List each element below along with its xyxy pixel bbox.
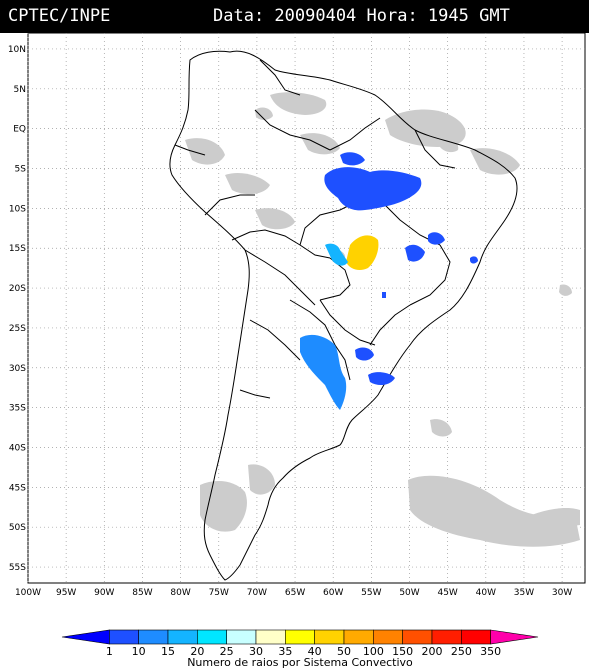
- legend-swatch: [402, 629, 433, 645]
- legend-colorbar: [61, 629, 539, 645]
- convective-systems: [300, 152, 478, 410]
- legend-swatch: [285, 629, 315, 645]
- lat-tick-label: 5S: [15, 165, 27, 175]
- lat-tick-label: 50S: [9, 523, 26, 533]
- lon-tick-label: 90W: [94, 588, 114, 598]
- legend-swatch: [343, 629, 374, 645]
- lat-tick-label: 30S: [9, 364, 26, 374]
- lon-tick-label: 50W: [399, 588, 419, 598]
- lon-tick-label: 40W: [476, 588, 496, 598]
- lat-tick-label: 5N: [14, 85, 26, 95]
- legend-swatch: [461, 629, 491, 645]
- map-canvas: 10N5NEQ5S10S15S20S25S30S35S40S45S50S55S …: [8, 32, 586, 598]
- legend-value-label: 250: [451, 645, 472, 658]
- legend-swatch: [314, 629, 345, 645]
- legend-swatch: [138, 629, 169, 645]
- convective-cell: [340, 152, 365, 166]
- source-label: CPTEC/INPE: [8, 6, 111, 26]
- legend-value-label: 350: [480, 645, 501, 658]
- lon-tick-label: 70W: [247, 588, 267, 598]
- convective-cell: [355, 347, 374, 361]
- lon-tick-label: 100W: [15, 588, 41, 598]
- legend-swatch: [226, 629, 257, 645]
- lat-tick-label: 55S: [9, 563, 26, 573]
- legend-value-label: 1: [106, 645, 113, 658]
- lon-tick-label: 55W: [361, 588, 381, 598]
- legend-value-label: 35: [278, 645, 292, 658]
- lat-tick-label: EQ: [13, 125, 26, 135]
- legend-value-label: 100: [363, 645, 384, 658]
- legend-value-label: 15: [161, 645, 175, 658]
- legend-value-label: 25: [220, 645, 234, 658]
- longitude-axis: 100W 95W 90W 85W 80W 75W 70W 65W 60W 55W 50W 45W 40W…: [15, 588, 572, 598]
- legend-value-label: 150: [392, 645, 413, 658]
- cloud-cover: [185, 92, 580, 547]
- legend-labels: 1 10 15 20 25 30 35 40 50 100 150 200 250 350: [106, 645, 501, 658]
- lat-tick-label: 35S: [9, 404, 26, 414]
- legend-swatch: [197, 629, 227, 645]
- convective-cell: [324, 167, 422, 211]
- legend-swatch: [373, 629, 403, 645]
- lon-tick-label: 80W: [170, 588, 190, 598]
- continent-outline: [169, 50, 518, 581]
- lat-tick-label: 40S: [9, 443, 26, 453]
- datetime-label: Data: 20090404 Hora: 1945 GMT: [213, 6, 510, 26]
- map-header: CPTEC/INPE Data: 20090404 Hora: 1945 GMT: [0, 0, 589, 33]
- legend-swatch: [61, 629, 110, 645]
- legend-swatch: [431, 629, 462, 645]
- lon-tick-label: 60W: [323, 588, 343, 598]
- convective-cell: [470, 256, 478, 264]
- legend-value-label: 10: [132, 645, 146, 658]
- convective-cell: [300, 334, 347, 410]
- convective-cell: [325, 243, 348, 266]
- lon-tick-label: 65W: [285, 588, 305, 598]
- convective-cell: [368, 372, 395, 386]
- legend-value-label: 20: [190, 645, 204, 658]
- lon-tick-label: 35W: [514, 588, 534, 598]
- convective-cell: [428, 232, 445, 245]
- map-frame: [27, 32, 586, 584]
- lon-tick-label: 95W: [56, 588, 76, 598]
- legend-value-label: 40: [308, 645, 322, 658]
- convective-cell: [346, 235, 379, 270]
- convective-cell: [382, 292, 386, 298]
- legend-swatch: [109, 629, 139, 645]
- lon-tick-label: 30W: [552, 588, 572, 598]
- convective-cell: [405, 244, 425, 262]
- legend-title: Numero de raios por Sistema Convectivo: [187, 656, 413, 669]
- lat-tick-label: 10S: [9, 204, 26, 214]
- legend-value-label: 50: [337, 645, 351, 658]
- lon-tick-label: 45W: [437, 588, 457, 598]
- lat-tick-label: 20S: [9, 284, 26, 294]
- legend-swatch: [255, 629, 286, 645]
- lon-tick-label: 75W: [209, 588, 229, 598]
- lat-tick-label: 45S: [9, 483, 26, 493]
- legend-swatch: [490, 629, 539, 645]
- legend-value-label: 200: [422, 645, 443, 658]
- legend-swatch: [167, 629, 198, 645]
- legend-value-label: 30: [249, 645, 263, 658]
- latitude-axis: 10N 5N EQ 5S 10S 15S 20S 25S 30S 35S 40S 45S 50S 55S: [8, 45, 26, 573]
- lat-tick-label: 15S: [9, 244, 26, 254]
- legend: 1 10 15 20 25 30 35 40 50 100 150 200 250 350 Numero …: [61, 629, 539, 669]
- lon-tick-label: 85W: [132, 588, 152, 598]
- lat-tick-label: 25S: [9, 324, 26, 334]
- lat-tick-label: 10N: [8, 45, 26, 55]
